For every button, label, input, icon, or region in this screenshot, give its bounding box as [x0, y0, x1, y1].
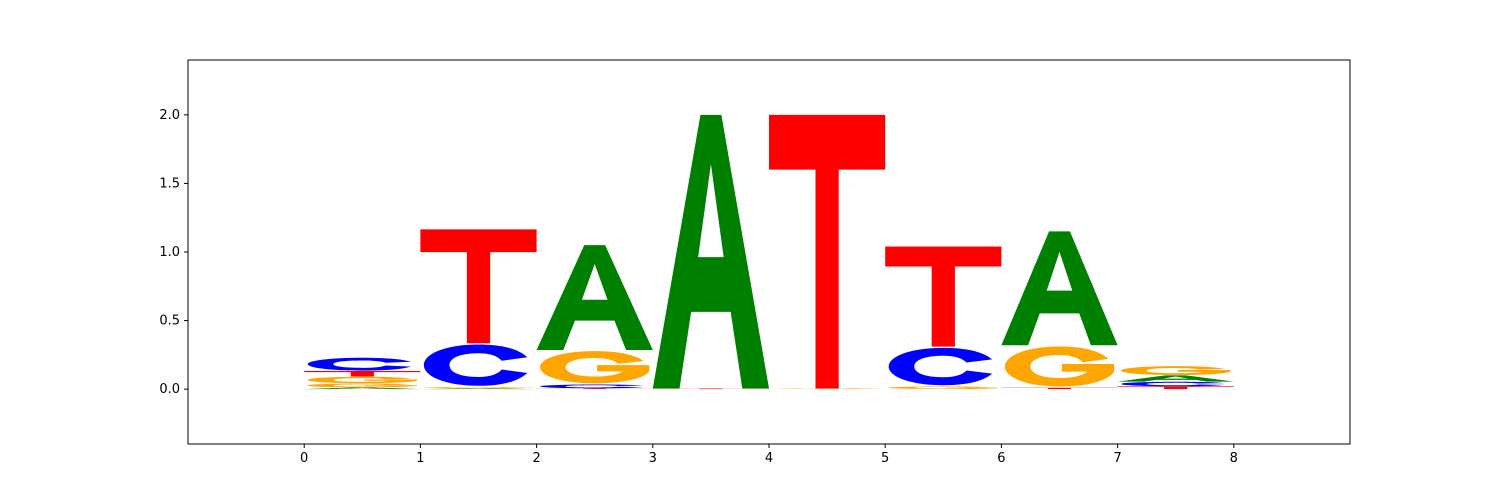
logo-letter-G-pos-0: [307, 383, 417, 388]
x-tick-label: 7: [1113, 451, 1121, 466]
x-tick-label: 8: [1230, 451, 1238, 466]
logo-letter-T-pos-4: [769, 114, 886, 389]
logo-letter-G-pos-7: [1121, 366, 1231, 376]
x-tick-label: 2: [532, 451, 540, 466]
logo-letter-T-pos-0: [304, 371, 421, 377]
logo-letter-G-pos-4: [772, 388, 882, 390]
logo-letter-A-pos-2: [536, 245, 653, 351]
x-axis: 0 1 2 3 4 5 6 7 8: [300, 444, 1238, 466]
logo-letter-C-pos-0: [307, 357, 412, 371]
logo-letter-C-pos-5: [888, 347, 993, 386]
logo-letter-C-pos-2: [540, 384, 644, 389]
y-tick-label: 1.5: [159, 176, 180, 191]
x-tick-label: 6: [997, 451, 1005, 466]
logo-letter-G-pos-1: [423, 387, 534, 389]
logo-letter-G-pos-6: [1004, 346, 1115, 387]
logo-letter-G-pos-5: [888, 386, 998, 390]
x-tick-label: 1: [416, 451, 424, 466]
logo-letter-A-pos-0: [304, 387, 421, 390]
logo-letter-G-pos-0: [307, 376, 417, 384]
logo-letter-A-pos-1: [420, 388, 537, 390]
logo-letter-T-pos-1: [420, 229, 537, 344]
logo-letter-A-pos-3: [652, 114, 769, 389]
x-tick-label: 5: [881, 451, 889, 466]
logo-letter-T-pos-6: [1001, 387, 1118, 390]
logo-letter-G-pos-2: [540, 351, 650, 384]
x-tick-label: 4: [765, 451, 773, 466]
logo-letter-T-pos-3: [652, 388, 769, 390]
y-tick-label: 0.5: [159, 314, 180, 329]
logo-letter-A-pos-6: [1001, 231, 1118, 346]
logo-letter-T-pos-7: [1117, 386, 1234, 390]
logo-letter-C-pos-7: [1121, 381, 1225, 387]
logo-letters: [304, 114, 1234, 390]
x-tick-label: 3: [649, 451, 657, 466]
logo-letter-T-pos-5: [885, 246, 1002, 347]
x-tick-label: 0: [300, 451, 308, 466]
y-tick-label: 0.0: [159, 382, 180, 397]
logo-letter-A-pos-7: [1117, 375, 1234, 382]
y-tick-label: 1.0: [159, 245, 180, 260]
y-tick-label: 2.0: [159, 108, 180, 123]
logo-letter-T-pos-2: [536, 388, 653, 390]
y-axis: 0.0 0.5 1.0 1.5 2.0: [159, 108, 188, 397]
logo-letter-C-pos-1: [423, 344, 528, 386]
